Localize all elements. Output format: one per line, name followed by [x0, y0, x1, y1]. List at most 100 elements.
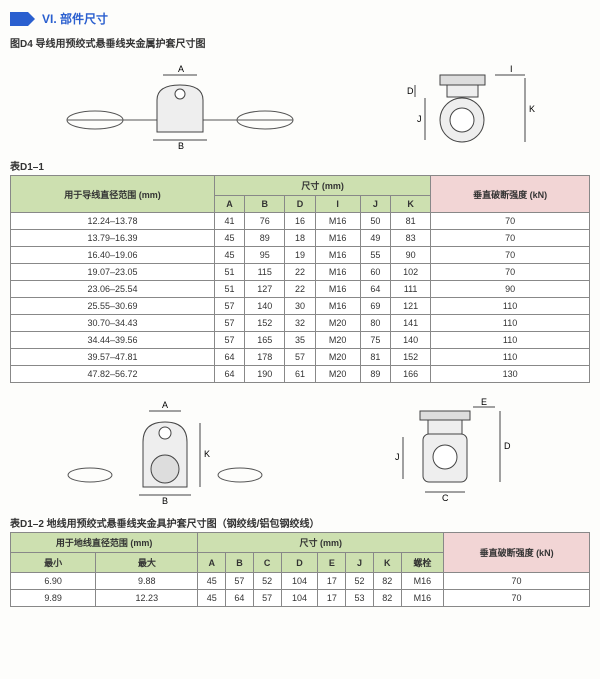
section-header: VI. 部件尺寸 — [10, 10, 590, 27]
table1-caption: 表D1–1 — [10, 158, 590, 173]
cell: 70 — [431, 264, 590, 281]
label2-J: J — [395, 452, 400, 462]
table-row: 23.06–25.545112722M166411190 — [11, 281, 590, 298]
table-row: 9.8912.23456457104175382M1670 — [11, 590, 590, 607]
cell: 34.44–39.56 — [11, 332, 215, 349]
cell: 53 — [346, 590, 374, 607]
cell: 104 — [281, 573, 318, 590]
label2-C: C — [442, 493, 449, 503]
cell: M16 — [315, 230, 360, 247]
cell: 30 — [285, 298, 315, 315]
table-d1-2: 用于地线直径范围 (mm) 尺寸 (mm) 垂直破断强度 (kN) 最小 最大 … — [10, 532, 590, 607]
cell: 110 — [431, 332, 590, 349]
table-d1-1: 用于导线直径范围 (mm) 尺寸 (mm) 垂直破断强度 (kN) ABDIJK… — [10, 175, 590, 383]
table-row: 19.07–23.055111522M166010270 — [11, 264, 590, 281]
cell: 83 — [390, 230, 430, 247]
t2-rowheader: 用于地线直径范围 (mm) — [11, 533, 198, 553]
cell: 104 — [281, 590, 318, 607]
diagram-d1-2-front: A B K — [55, 397, 275, 507]
table-row: 6.909.88455752104175282M1670 — [11, 573, 590, 590]
diagram-d4-front: A B — [55, 60, 305, 150]
cell: 64 — [214, 349, 244, 366]
cell: 35 — [285, 332, 315, 349]
table-row: 39.57–47.816417857M2081152110 — [11, 349, 590, 366]
table2-caption: 表D1–2 地线用预绞式悬垂线夹金具护套尺寸图（钢绞线/铝包钢绞线） — [10, 515, 590, 530]
cell: 140 — [245, 298, 285, 315]
label-I: I — [510, 64, 513, 74]
cell: 6.90 — [11, 573, 96, 590]
cell: M20 — [315, 315, 360, 332]
label2-D: D — [504, 441, 511, 451]
section-number: VI. — [42, 12, 57, 26]
cell: 39.57–47.81 — [11, 349, 215, 366]
cell: M16 — [315, 298, 360, 315]
t1-col-D: D — [285, 196, 315, 213]
cell: 19 — [285, 247, 315, 264]
label2-E: E — [481, 397, 487, 407]
cell: 70 — [431, 247, 590, 264]
t1-strength: 垂直破断强度 (kN) — [431, 176, 590, 213]
t1-col-K: K — [390, 196, 430, 213]
cell: 111 — [390, 281, 430, 298]
cell: 41 — [214, 213, 244, 230]
cell: 95 — [245, 247, 285, 264]
table-row: 47.82–56.726419061M2089166130 — [11, 366, 590, 383]
cell: 50 — [360, 213, 390, 230]
cell: 110 — [431, 349, 590, 366]
cell: 190 — [245, 366, 285, 383]
cell: 18 — [285, 230, 315, 247]
cell: M20 — [315, 366, 360, 383]
t2-col-B: B — [226, 553, 254, 573]
arrow-icon — [10, 12, 28, 26]
cell: 75 — [360, 332, 390, 349]
label-J: J — [417, 114, 422, 124]
cell: 19.07–23.05 — [11, 264, 215, 281]
t2-col-C: C — [253, 553, 281, 573]
label2-A: A — [162, 400, 168, 410]
cell: 76 — [245, 213, 285, 230]
cell: 12.23 — [96, 590, 198, 607]
cell: 82 — [373, 573, 401, 590]
cell: 9.89 — [11, 590, 96, 607]
cell: 70 — [444, 590, 590, 607]
t1-col-I: I — [315, 196, 360, 213]
cell: 45 — [198, 590, 226, 607]
t2-groupheader: 尺寸 (mm) — [198, 533, 444, 553]
table-row: 13.79–16.39458918M16498370 — [11, 230, 590, 247]
cell: 17 — [318, 573, 346, 590]
cell: M16 — [315, 213, 360, 230]
cell: 140 — [390, 332, 430, 349]
cell: 17 — [318, 590, 346, 607]
cell: 57 — [226, 573, 254, 590]
label2-B: B — [162, 496, 168, 506]
section-title: VI. 部件尺寸 — [42, 10, 108, 27]
cell: 152 — [390, 349, 430, 366]
cell: 90 — [431, 281, 590, 298]
cell: 47.82–56.72 — [11, 366, 215, 383]
t2-col-A: A — [198, 553, 226, 573]
cell: 57 — [285, 349, 315, 366]
cell: 89 — [245, 230, 285, 247]
t2-min: 最小 — [11, 553, 96, 573]
cell: 90 — [390, 247, 430, 264]
figure1-caption: 图D4 导线用预绞式悬垂线夹金属护套尺寸图 — [10, 35, 590, 50]
t2-strength: 垂直破断强度 (kN) — [444, 533, 590, 573]
cell: M16 — [401, 573, 443, 590]
t2-col-E: E — [318, 553, 346, 573]
cell: M16 — [315, 281, 360, 298]
cell: 82 — [373, 590, 401, 607]
cell: 110 — [431, 298, 590, 315]
cell: 45 — [198, 573, 226, 590]
label-D: D — [407, 86, 414, 96]
cell: 57 — [214, 315, 244, 332]
section-title-text: 部件尺寸 — [60, 12, 108, 26]
label-A: A — [178, 64, 184, 74]
cell: 51 — [214, 281, 244, 298]
cell: 165 — [245, 332, 285, 349]
cell: 89 — [360, 366, 390, 383]
t1-groupheader: 尺寸 (mm) — [214, 176, 430, 196]
cell: M16 — [315, 264, 360, 281]
cell: 64 — [226, 590, 254, 607]
cell: 16 — [285, 213, 315, 230]
table-row: 12.24–13.78417616M16508170 — [11, 213, 590, 230]
